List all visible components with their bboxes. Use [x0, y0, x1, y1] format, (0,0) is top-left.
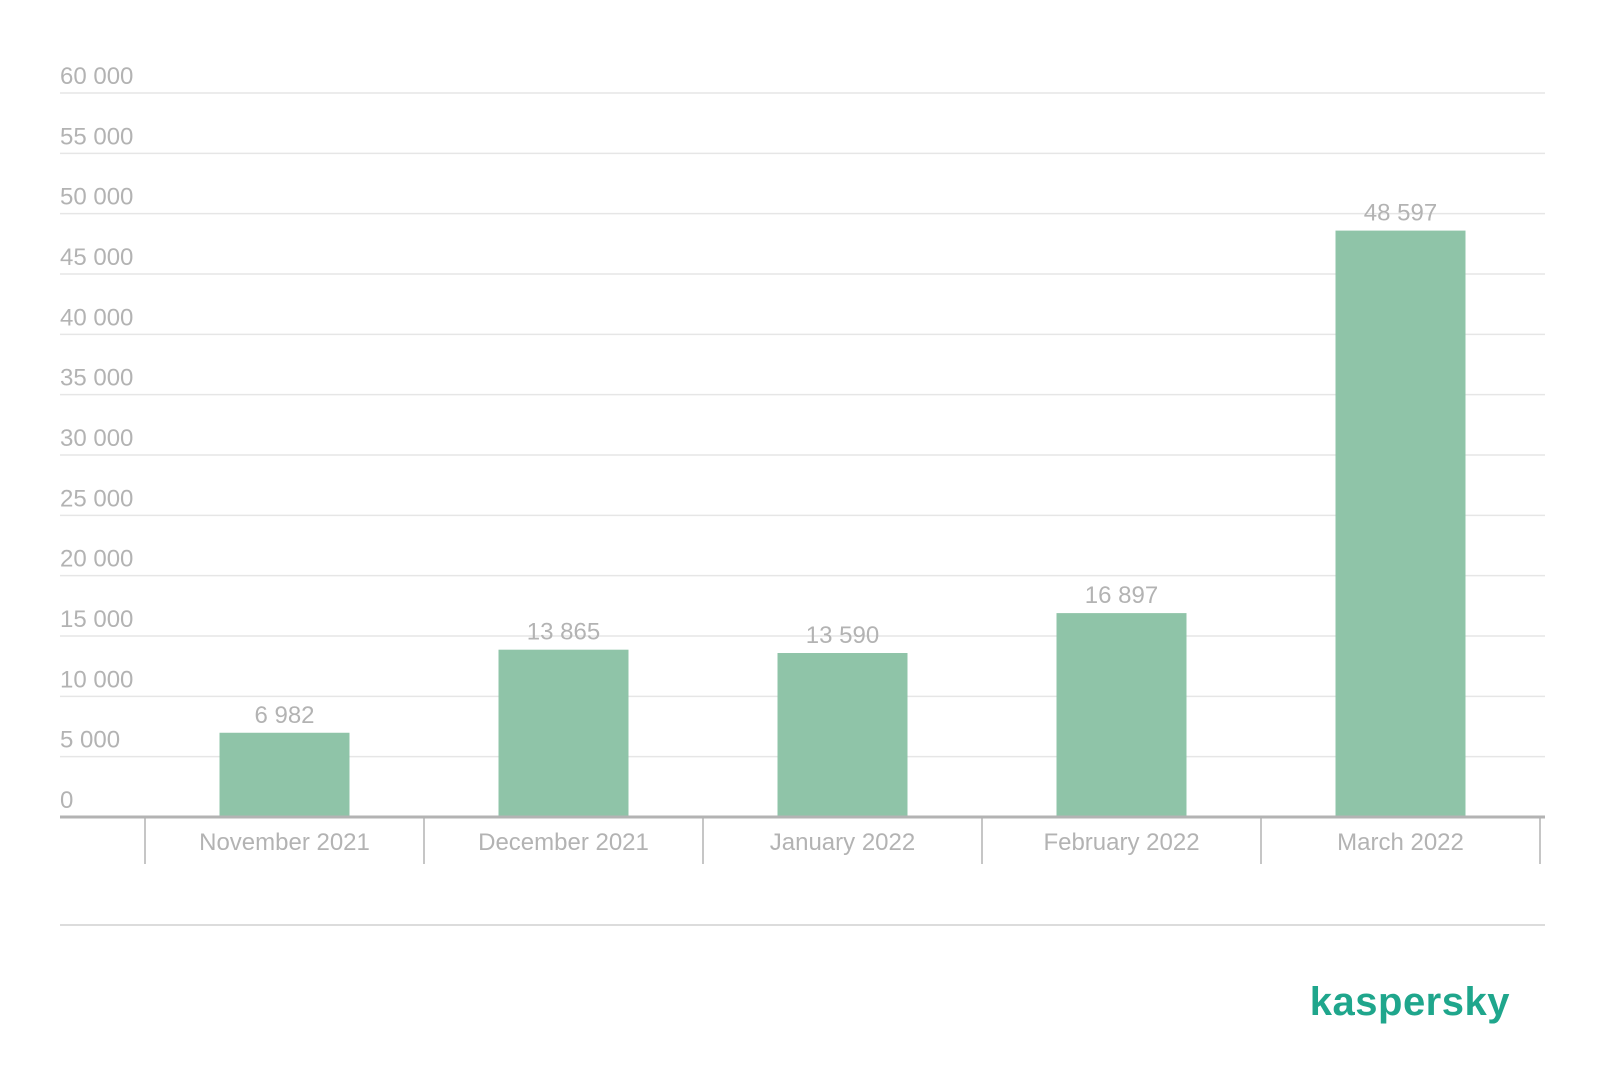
y-tick-label: 15 000: [60, 606, 133, 633]
y-tick-label: 45 000: [60, 244, 133, 271]
y-tick-label: 30 000: [60, 425, 133, 452]
bar: [1335, 230, 1466, 818]
y-tick-label: 35 000: [60, 365, 133, 392]
data-label: 6 982: [254, 702, 314, 729]
bar: [498, 649, 629, 817]
data-label: 16 897: [1085, 582, 1158, 609]
y-tick-label: 25 000: [60, 485, 133, 512]
data-label: 48 597: [1364, 200, 1437, 227]
y-tick-label: 50 000: [60, 184, 133, 211]
kaspersky-logo-text: kaspersky: [1310, 980, 1510, 1024]
bars: [219, 230, 1466, 818]
gridlines: [60, 92, 1545, 758]
y-tick-label: 20 000: [60, 546, 133, 573]
x-tick-label: February 2022: [1043, 829, 1199, 856]
y-tick-label: 10 000: [60, 666, 133, 693]
bar: [1056, 613, 1187, 817]
x-tick-label: December 2021: [478, 829, 649, 856]
data-label: 13 865: [527, 619, 600, 646]
data-labels: 6 982 13 865 13 590 16 897 48 597: [254, 200, 1437, 729]
y-axis-ticks: 0 5 000 10 000 15 000 20 000 25 000 30 000 35 0…: [60, 63, 133, 814]
x-tick-label: January 2022: [770, 829, 915, 856]
data-label: 13 590: [806, 622, 879, 649]
kaspersky-logo: kaspersky: [1310, 980, 1510, 1024]
bar: [219, 732, 350, 817]
y-tick-label: 55 000: [60, 123, 133, 150]
y-tick-label: 40 000: [60, 304, 133, 331]
bar: [777, 653, 908, 817]
y-tick-label: 60 000: [60, 63, 133, 90]
x-tick-label: March 2022: [1337, 829, 1464, 856]
x-tick-label: November 2021: [199, 829, 370, 856]
x-axis: November 2021 December 2021 January 2022 Fe…: [60, 815, 1545, 864]
y-tick-label: 5 000: [60, 727, 120, 754]
y-tick-label: 0: [60, 787, 73, 814]
